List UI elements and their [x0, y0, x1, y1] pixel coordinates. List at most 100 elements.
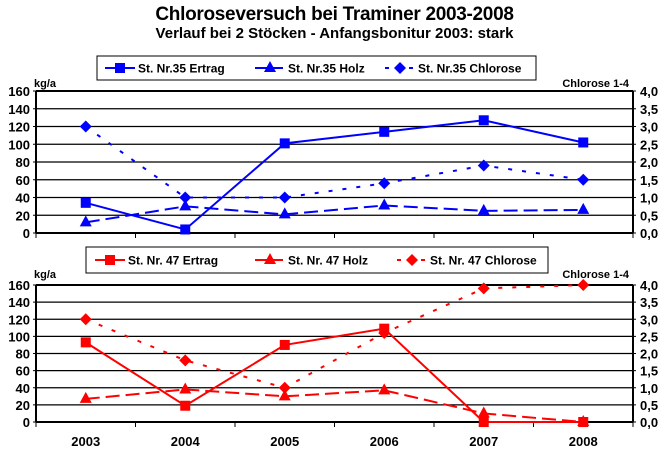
y2-tick-label: 1,0 — [640, 381, 658, 396]
y2-tick-label: 2,0 — [640, 155, 658, 170]
y2-tick-label: 3,0 — [640, 312, 658, 327]
triangle-marker — [477, 406, 490, 418]
legend: St. Nr.35 Ertrag St. Nr.35 Holz St. Nr.35 … — [96, 55, 537, 81]
y2-tick-label: 3,5 — [640, 295, 658, 310]
y2-tick-label: 3,5 — [640, 102, 658, 117]
y-tick-label: 120 — [8, 312, 30, 327]
y-tick-label: 140 — [8, 102, 30, 117]
triangle-marker — [477, 203, 490, 215]
y-axis-title: kg/a — [34, 78, 57, 90]
legend-item: St. Nr. 47 Chlorose — [397, 254, 537, 268]
legend-item: St. Nr. 47 Ertrag — [95, 254, 218, 268]
triangle-marker — [79, 215, 92, 227]
triangle-marker — [577, 415, 590, 426]
diamond-marker — [477, 282, 490, 295]
y2-tick-label: 0,0 — [640, 226, 658, 241]
x-tick-label: 2006 — [370, 434, 399, 449]
chart-panel-1: 0 20 40 60 80 100 120 140 160 0,0 0,5 1,0 1,5 2,0 2,5 3… — [8, 55, 658, 241]
triangle-legend-icon — [264, 253, 276, 264]
legend-item: St. Nr.35 Chlorose — [385, 62, 522, 76]
series-square — [80, 323, 589, 427]
series-diamond — [79, 279, 590, 394]
y-tick-label: 100 — [8, 137, 30, 152]
legend-label: St. Nr. 47 Ertrag — [128, 254, 218, 268]
square-marker — [478, 417, 489, 427]
x-tick-label: 2008 — [569, 434, 598, 449]
y-tick-label: 60 — [16, 173, 30, 188]
y2-axis-title: Chlorose 1-4 — [562, 269, 630, 281]
y2-axis-title: Chlorose 1-4 — [562, 78, 630, 90]
legend-item: St. Nr.35 Ertrag — [105, 62, 225, 76]
square-legend-icon — [115, 63, 125, 73]
y-tick-label: 0 — [23, 226, 30, 241]
diamond-marker — [278, 381, 291, 394]
triangle-marker — [577, 202, 590, 214]
square-marker — [279, 138, 290, 149]
triangle-marker — [378, 198, 391, 210]
y-tick-label: 100 — [8, 329, 30, 344]
y2-tick-label: 4,0 — [640, 84, 658, 99]
diamond-marker — [79, 313, 92, 326]
series-triangle — [79, 382, 590, 426]
x-tick-label: 2005 — [270, 434, 299, 449]
diamond-marker — [577, 279, 590, 291]
square-legend-icon — [105, 255, 115, 265]
y-tick-label: 160 — [8, 84, 30, 99]
triangle-marker — [278, 207, 291, 219]
y-tick-label: 0 — [23, 415, 30, 430]
y-tick-label: 80 — [16, 155, 30, 170]
y2-tick-label: 1,5 — [640, 173, 658, 188]
diamond-marker — [179, 354, 192, 367]
y2-tick-label: 0,0 — [640, 415, 658, 430]
square-marker — [279, 339, 290, 350]
diamond-marker — [477, 159, 490, 172]
square-marker — [80, 337, 91, 348]
y-axis-title: kg/a — [34, 269, 57, 281]
triangle-marker — [378, 383, 391, 395]
square-marker — [180, 400, 191, 411]
y2-tick-label: 3,0 — [640, 120, 658, 135]
y-tick-label: 140 — [8, 295, 30, 310]
legend: St. Nr. 47 Ertrag St. Nr. 47 Holz St. Nr. … — [85, 246, 549, 274]
triangle-marker — [278, 389, 291, 401]
y-tick-label: 40 — [16, 381, 30, 396]
y2-tick-label: 0,5 — [640, 398, 658, 413]
square-marker — [478, 115, 489, 126]
diamond-marker — [79, 120, 92, 133]
x-tick-label: 2003 — [71, 434, 100, 449]
triangle-marker — [179, 199, 192, 211]
triangle-marker — [179, 382, 192, 394]
legend-label: St. Nr.35 Holz — [288, 62, 365, 76]
square-marker — [379, 126, 390, 137]
y2-tick-label: 0,5 — [640, 208, 658, 223]
chart-subtitle: Verlauf bei 2 Stöcken - Anfangsbonitur 2… — [155, 25, 514, 42]
diamond-marker — [179, 191, 192, 204]
series-square — [80, 115, 589, 235]
series-triangle — [79, 198, 590, 227]
y-tick-label: 20 — [16, 208, 30, 223]
y-tick-label: 20 — [16, 398, 30, 413]
square-marker — [578, 137, 589, 148]
y2-tick-label: 1,5 — [640, 364, 658, 379]
triangle-marker — [79, 391, 92, 403]
diamond-marker — [378, 326, 391, 339]
diamond-legend-icon — [394, 62, 406, 74]
square-marker — [80, 197, 91, 208]
y2-tick-label: 1,0 — [640, 191, 658, 206]
diamond-marker — [278, 191, 291, 204]
x-tick-label: 2004 — [171, 434, 201, 449]
y-tick-label: 80 — [16, 347, 30, 362]
y2-tick-label: 2,5 — [640, 329, 658, 344]
diamond-legend-icon — [406, 254, 418, 266]
legend-label: St. Nr.35 Chlorose — [418, 62, 522, 76]
legend-item: St. Nr.35 Holz — [255, 61, 365, 76]
legend-label: St. Nr. 47 Chlorose — [430, 254, 537, 268]
chart-panel-2: 0 20 40 60 80 100 120 140 160 0,0 0,5 1,0 1,5 2,0 2,5 3… — [8, 246, 658, 449]
legend-label: St. Nr. 47 Holz — [288, 254, 368, 268]
y2-tick-label: 2,5 — [640, 137, 658, 152]
y-tick-label: 160 — [8, 278, 30, 293]
y-tick-label: 40 — [16, 191, 30, 206]
y-tick-label: 120 — [8, 120, 30, 135]
legend-item: St. Nr. 47 Holz — [255, 253, 368, 268]
